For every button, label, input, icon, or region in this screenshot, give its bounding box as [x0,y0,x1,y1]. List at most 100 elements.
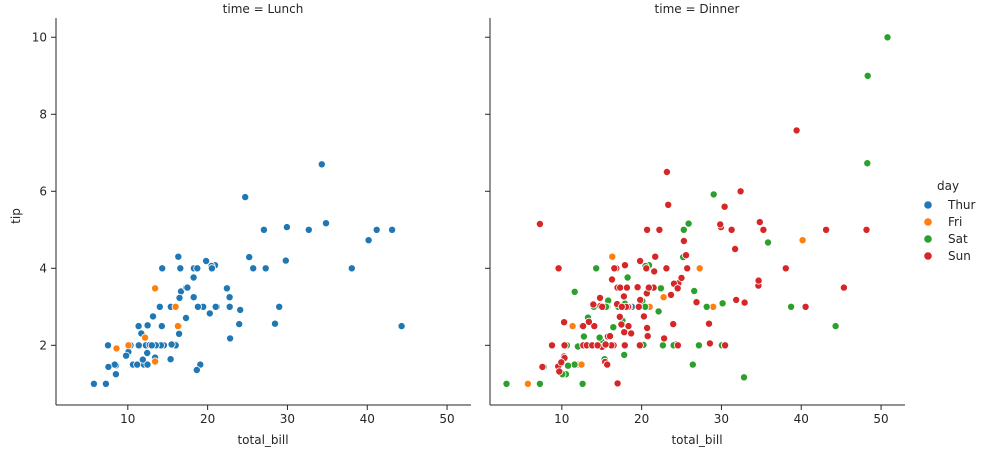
legend-marker-thur [923,200,933,210]
point-sun [636,256,645,265]
point-thur [347,264,356,273]
point-thur [270,319,279,328]
point-sat [679,225,688,234]
point-thur [175,329,184,338]
point-sun [682,251,691,260]
y-tick-label: 6 [39,184,47,198]
point-thur [304,225,313,234]
point-fri [523,379,532,388]
panel-title: time = Lunch [223,2,304,16]
panel-lunch: time = Lunch 10 20 30 40 50 2 4 6 8 10 total_bill… [9,2,471,447]
point-thur [207,264,216,273]
x-axis-label: total_bill [671,433,722,447]
point-sat [694,341,703,350]
point-sun [755,218,764,227]
point-thur [281,256,290,265]
axes-dinner: 10 20 30 40 50 [485,18,905,426]
point-sat [688,360,697,369]
point-thur [225,293,234,302]
point-sun [639,312,648,321]
x-tick-label: 20 [634,412,649,426]
point-thur [193,264,202,273]
point-thur [143,360,152,369]
legend-label-sun: Sun [948,249,971,263]
point-thur [89,379,98,388]
point-sun [554,264,563,273]
point-sun [650,267,659,276]
panel-title: time = Dinner [655,2,740,16]
point-sun [622,283,631,292]
legend-label-thur: Thur [947,198,976,212]
point-sun [589,300,598,309]
point-sun [732,295,741,304]
point-sun [655,225,664,234]
point-thur [122,351,131,360]
y-tick-label: 10 [32,30,47,44]
point-thur [245,253,254,262]
point-thur [104,341,113,350]
point-thur [275,302,284,311]
point-sun [621,261,630,270]
point-thur [147,341,156,350]
point-sat [656,284,665,293]
y-axis-label: tip [9,208,23,224]
point-thur [388,225,397,234]
point-thur [175,293,184,302]
point-sat [620,350,629,359]
point-sun [624,322,633,331]
point-thur [317,160,326,169]
point-sun [667,290,676,299]
point-sun [692,298,701,307]
point-sun [643,332,652,341]
point-thur [236,305,245,314]
point-fri [124,341,133,350]
point-fri [608,252,617,261]
points-dinner [502,33,892,388]
point-sun [683,264,692,273]
point-thur [226,334,235,343]
point-sun [538,362,547,371]
point-sun [636,295,645,304]
point-thur [111,370,120,379]
point-sun [596,293,605,302]
point-sat [831,322,840,331]
point-sun [617,320,626,329]
point-sun [705,339,714,348]
point-thur [193,302,202,311]
point-sat [883,33,892,42]
point-sat [863,159,872,168]
point-sun [627,329,636,338]
point-thur [222,284,231,293]
point-sun [662,167,671,176]
point-thur [397,322,406,331]
point-fri [151,357,160,366]
point-thur [202,256,211,265]
point-thur [155,302,164,311]
x-axis-label: total_bill [237,433,288,447]
point-sun [801,302,810,311]
panel-dinner: time = Dinner 10 20 30 40 50 total_bill [485,2,905,447]
legend-marker-sun [923,251,933,261]
point-fri [112,344,121,353]
point-sun [727,225,736,234]
point-thur [174,252,183,261]
point-sun [644,283,653,292]
point-thur [138,355,147,364]
x-tick-label: 30 [714,412,729,426]
point-thur [183,283,192,292]
point-thur [143,321,152,330]
point-sun [740,298,749,307]
point-sat [535,379,544,388]
point-thur [261,264,270,273]
point-sun [635,341,644,350]
x-tick-label: 30 [280,412,295,426]
point-sun [548,341,557,350]
point-sun [677,273,686,282]
point-sun [633,283,642,292]
point-sat [690,286,699,295]
point-thur [189,293,198,302]
point-sat [623,273,632,282]
point-sun [617,302,626,311]
point-sat [787,302,796,311]
point-thur [133,360,142,369]
